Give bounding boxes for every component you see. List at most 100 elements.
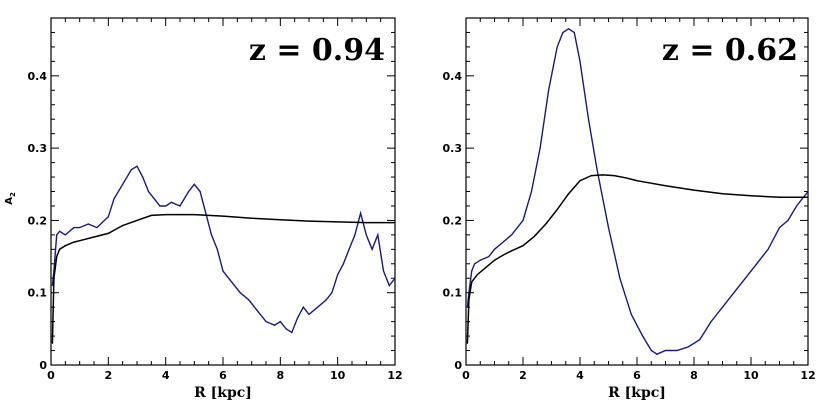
data-point-blue	[159, 205, 161, 207]
series-line-black	[466, 174, 808, 344]
data-point-blue	[502, 241, 504, 243]
data-point-blue	[239, 292, 241, 294]
data-point-blue	[205, 212, 207, 214]
data-point-black	[468, 299, 470, 301]
data-point-black	[636, 180, 638, 182]
data-point-black	[79, 240, 81, 242]
data-point-blue	[285, 328, 287, 330]
data-point-blue	[756, 263, 758, 265]
data-point-blue	[51, 284, 54, 287]
data-point-blue	[73, 227, 75, 229]
x-tick-label: 4	[576, 369, 584, 382]
y-tick-label: 0.4	[443, 70, 463, 83]
data-point-black	[466, 342, 468, 344]
data-point-black	[56, 256, 58, 258]
data-point-black	[59, 248, 61, 250]
data-point-black	[51, 342, 54, 344]
data-point-blue	[210, 234, 213, 236]
data-point-black	[511, 250, 513, 252]
data-point-blue	[556, 46, 558, 48]
data-point-black	[476, 274, 478, 276]
data-point-blue	[778, 227, 781, 229]
data-point-black	[602, 174, 604, 176]
data-point-blue	[296, 317, 299, 319]
data-point-blue	[87, 223, 89, 225]
y-tick-label: 0.2	[28, 214, 48, 227]
y-tick-label: 0.1	[28, 287, 48, 300]
data-point-blue	[222, 270, 224, 272]
data-point-black	[337, 221, 339, 223]
data-point-black	[122, 224, 124, 227]
data-point-blue	[530, 190, 533, 193]
x-tick-label: 0	[462, 369, 470, 382]
data-point-blue	[656, 353, 658, 355]
data-point-blue	[291, 331, 293, 334]
data-point-blue	[248, 299, 250, 301]
data-point-blue	[710, 321, 712, 323]
plot-frame	[50, 17, 396, 366]
x-tick-label: 6	[633, 369, 641, 382]
data-point-blue	[607, 227, 610, 229]
x-tick-label: 8	[277, 369, 285, 382]
data-point-blue	[630, 313, 632, 315]
data-point-blue	[642, 335, 644, 337]
data-point-black	[150, 214, 152, 216]
data-point-blue	[619, 277, 621, 279]
data-point-blue	[493, 248, 496, 250]
data-point-black	[53, 277, 55, 279]
data-point-blue	[596, 169, 598, 171]
data-point-black	[179, 214, 181, 216]
data-point-blue	[744, 277, 746, 279]
data-point-blue	[796, 205, 798, 207]
data-point-blue	[142, 176, 144, 178]
data-point-blue	[568, 28, 570, 30]
data-point-blue	[107, 216, 109, 218]
data-point-black	[522, 245, 524, 247]
x-tick-label: 12	[800, 369, 815, 382]
x-axis-label: R [kpc]	[608, 385, 666, 401]
data-point-black	[222, 215, 224, 217]
y-tick-label: 0.3	[28, 142, 48, 155]
data-point-blue	[302, 306, 304, 308]
data-point-black	[136, 219, 138, 221]
data-point-black	[807, 196, 809, 198]
data-point-blue	[56, 234, 58, 236]
data-point-black	[613, 175, 615, 177]
data-point-black	[625, 177, 627, 179]
x-tick-label: 6	[219, 369, 227, 382]
data-point-blue	[539, 147, 541, 149]
y-axis-label-subscript: 2	[9, 192, 17, 197]
data-point-black	[721, 193, 724, 195]
data-point-black	[502, 254, 504, 256]
data-point-blue	[676, 349, 678, 352]
data-point-blue	[466, 306, 468, 308]
data-point-blue	[256, 310, 258, 312]
data-point-black	[308, 220, 310, 222]
data-point-blue	[216, 248, 218, 250]
data-point-black	[664, 185, 667, 187]
data-point-blue	[231, 281, 233, 283]
data-point-blue	[488, 256, 490, 258]
data-point-blue	[170, 201, 172, 203]
data-point-blue	[136, 165, 138, 167]
data-point-black	[64, 245, 66, 247]
x-tick-label: 8	[690, 369, 698, 382]
plot-frame	[465, 17, 809, 366]
data-point-black	[107, 232, 109, 234]
data-point-blue	[79, 227, 81, 229]
y-tick-label: 0.2	[443, 214, 463, 227]
data-point-black	[279, 219, 281, 221]
data-point-blue	[122, 183, 124, 185]
data-point-blue	[199, 190, 201, 193]
data-point-black	[568, 193, 570, 195]
x-tick-label: 0	[47, 369, 55, 382]
data-point-blue	[548, 89, 550, 91]
data-point-blue	[360, 212, 362, 214]
data-point-black	[165, 214, 167, 216]
data-point-blue	[274, 324, 276, 326]
data-point-black	[693, 189, 695, 191]
series-line-black	[51, 213, 395, 344]
panel-z-094: 0 2 4 6 8 10 12 0 0.1 0.2 0.3 0.4 R [kpc] A2 z = 0.94	[4, 17, 403, 401]
data-point-black	[365, 222, 367, 224]
data-point-blue	[113, 198, 115, 200]
